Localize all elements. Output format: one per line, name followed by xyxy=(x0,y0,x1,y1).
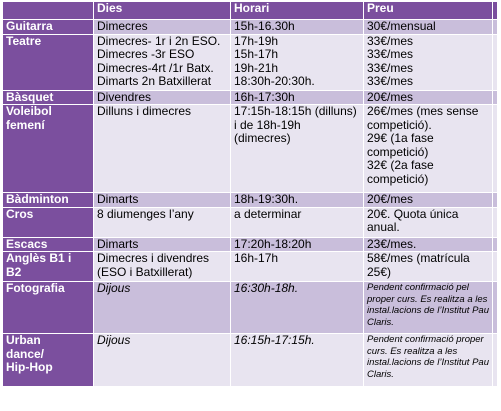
activity-name: Fotografia xyxy=(2,281,94,334)
price-cell: 26€/mes (mes sense competició). 29€ (1a … xyxy=(363,104,493,193)
days-cell: Dimarts xyxy=(93,192,231,208)
header-price: Preu xyxy=(363,1,493,20)
table-row: Bàdminton Dimarts 18h-19:30h. 20€/mes xyxy=(2,192,498,208)
time-cell: 17:15h-18:15h (dilluns) i de 18h-19h (di… xyxy=(230,104,364,193)
price-cell: 58€/mes (matrícula 25€) xyxy=(363,251,493,282)
table-row: Fotografia Dijous 16:30h-18h. Pendent co… xyxy=(2,281,498,334)
activity-name: Bàdminton xyxy=(2,192,94,208)
row-edge xyxy=(492,206,498,238)
row-edge xyxy=(492,333,498,387)
price-cell: 30€/mensual xyxy=(363,19,493,35)
days-cell: Dimecres xyxy=(93,19,231,35)
table-row: Teatre Dimecres- 1r i 2n ESO. Dimecres -… xyxy=(2,33,498,91)
days-cell: Dimecres- 1r i 2n ESO. Dimecres -3r ESO … xyxy=(93,33,231,91)
time-cell: 16:15h-17:15h. xyxy=(230,333,364,387)
header-days: Dies xyxy=(93,1,231,20)
table-row: Voleibol femení Dilluns i dimecres 17:15… xyxy=(2,104,498,193)
table-row: Escacs Dimarts 17:20h-18:20h 23€/mes. xyxy=(2,236,498,252)
days-cell: Dimarts xyxy=(93,236,231,252)
days-cell: Divendres xyxy=(93,89,231,105)
price-cell: Pendent confirmació proper curs. Es real… xyxy=(363,333,493,387)
time-cell: 15h-16.30h xyxy=(230,19,364,35)
days-cell: Dijous xyxy=(93,333,231,387)
row-edge xyxy=(492,281,498,334)
activity-name: Guitarra xyxy=(2,19,94,35)
row-edge xyxy=(492,19,498,35)
activity-name: Bàsquet xyxy=(2,89,94,105)
time-cell: a determinar xyxy=(230,206,364,238)
activity-name: Cros xyxy=(2,206,94,238)
price-cell: 20€/mes xyxy=(363,192,493,208)
row-edge xyxy=(492,236,498,252)
days-cell: Dijous xyxy=(93,281,231,334)
row-edge xyxy=(492,33,498,91)
table-row: Guitarra Dimecres 15h-16.30h 30€/mensual xyxy=(2,19,498,35)
time-cell: 16:30h-18h. xyxy=(230,281,364,334)
header-activity xyxy=(2,1,94,20)
table-row: Bàsquet Divendres 16h-17:30h 20€/mes xyxy=(2,89,498,105)
activity-name: Voleibol femení xyxy=(2,104,94,193)
header-time: Horari xyxy=(230,1,364,20)
table-row: Anglès B1 i B2 Dimecres i divendres (ESO… xyxy=(2,251,498,282)
price-cell: 20€/mes xyxy=(363,89,493,105)
price-cell: Pendent confirmació pel proper curs. Es … xyxy=(363,281,493,334)
activity-name: Anglès B1 i B2 xyxy=(2,251,94,282)
table-row: Urban dance/ Hip-Hop Dijous 16:15h-17:15… xyxy=(2,333,498,387)
row-edge xyxy=(492,104,498,193)
days-cell: 8 diumenges l’any xyxy=(93,206,231,238)
days-cell: Dilluns i dimecres xyxy=(93,104,231,193)
activity-name: Urban dance/ Hip-Hop xyxy=(2,333,94,387)
activity-name: Escacs xyxy=(2,236,94,252)
row-edge xyxy=(492,192,498,208)
days-cell: Dimecres i divendres (ESO i Batxillerat) xyxy=(93,251,231,282)
activity-name: Teatre xyxy=(2,33,94,91)
row-edge xyxy=(492,89,498,105)
activities-table: Dies Horari Preu Guitarra Dimecres 15h-1… xyxy=(2,1,498,387)
time-cell: 17:20h-18:20h xyxy=(230,236,364,252)
time-cell: 18h-19:30h. xyxy=(230,192,364,208)
price-cell: 23€/mes. xyxy=(363,236,493,252)
header-row: Dies Horari Preu xyxy=(2,1,498,20)
table-row: Cros 8 diumenges l’any a determinar 20€.… xyxy=(2,206,498,238)
header-edge xyxy=(492,1,498,20)
time-cell: 16h-17h xyxy=(230,251,364,282)
time-cell: 17h-19h 15h-17h 19h-21h 18:30h-20:30h. xyxy=(230,33,364,91)
price-cell: 33€/mes 33€/mes 33€/mes 33€/mes xyxy=(363,33,493,91)
price-cell: 20€. Quota única anual. xyxy=(363,206,493,238)
time-cell: 16h-17:30h xyxy=(230,89,364,105)
row-edge xyxy=(492,251,498,282)
